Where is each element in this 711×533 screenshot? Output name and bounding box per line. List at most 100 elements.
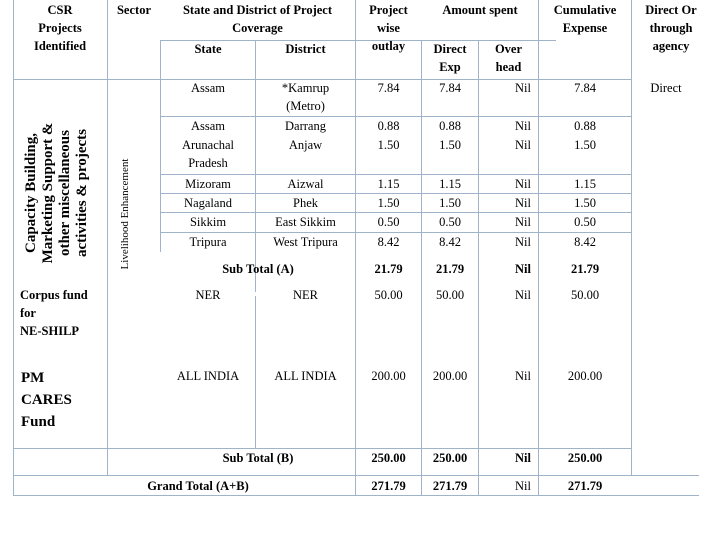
pm-cares-overhead: Nil (515, 369, 531, 383)
grid-line (13, 79, 631, 80)
row-cumulative: 1.15 (574, 177, 596, 191)
subtotal-a-outlay: 21.79 (374, 262, 403, 276)
grid-line (355, 0, 356, 495)
row-outlay: 1.50 (377, 196, 400, 210)
row-state: Sikkim (189, 215, 227, 229)
header-amount-spent: Amount spent (442, 3, 518, 17)
row-cumulative: 0.50 (574, 215, 596, 229)
row-state: Mizoram (185, 177, 231, 191)
row-cumulative: 1.50 (574, 196, 596, 210)
pm-cares-state: ALL INDIA (176, 369, 240, 383)
grand-total-outlay: 271.79 (371, 479, 406, 493)
row-district: West Tripura (273, 235, 338, 249)
header-direct-or-agency: Direct Or through agency (645, 3, 697, 53)
row-outlay: 7.84 (377, 81, 400, 95)
row-direct-exp: 8.42 (439, 235, 461, 249)
header-coverage: State and District of Project Coverage (182, 3, 333, 35)
grid-line (160, 232, 631, 233)
header-sector: Sector (116, 3, 151, 17)
grid-line (160, 193, 631, 194)
grid-line (13, 475, 699, 476)
row-overhead: Nil (515, 81, 531, 95)
row-outlay: 8.42 (377, 235, 400, 249)
header-direct-exp: Direct Exp (433, 42, 467, 74)
grid-line (160, 40, 161, 252)
row-district: Phek (293, 196, 318, 210)
row-agency: Direct (650, 81, 682, 95)
grid-line (255, 40, 256, 292)
row-state: Tripura (189, 235, 227, 249)
row-cumulative: 7.84 (574, 81, 596, 95)
row-overhead: Nil (515, 215, 531, 229)
header-outlay: Project wise outlay (369, 3, 408, 53)
row-state: Assam (190, 81, 226, 95)
corpus-fund-label: Corpus fund for NE-SHILP (20, 288, 88, 338)
grid-line (421, 40, 422, 495)
row-cumulative: 0.88 (574, 119, 596, 133)
row-overhead: Nil (515, 119, 531, 133)
subtotal-b-overhead: Nil (515, 451, 531, 465)
row-cumulative: 8.42 (574, 235, 596, 249)
row-direct-exp: 0.50 (439, 215, 461, 229)
row-outlay: 0.88 (377, 119, 400, 133)
header-district: District (285, 42, 326, 56)
grid-line (107, 0, 108, 475)
subtotal-b-label: Sub Total (B) (222, 451, 294, 465)
corpus-state: NER (195, 288, 221, 302)
row-outlay: 0.50 (377, 215, 400, 229)
row-direct-exp: 1.15 (439, 177, 461, 191)
corpus-district: NER (293, 288, 318, 302)
row-district: Darrang (285, 119, 326, 133)
grid-line (160, 212, 631, 213)
subtotal-a-direct: 21.79 (435, 262, 465, 276)
grid-line (255, 296, 256, 448)
corpus-cumulative: 50.00 (570, 288, 600, 302)
grid-line (421, 40, 538, 41)
grand-total-direct: 271.79 (432, 479, 468, 493)
project-category-label: Capacity Building, Marketing Support & o… (23, 122, 90, 264)
header-state: State (194, 42, 222, 56)
row-overhead: Nil (515, 196, 531, 210)
row-state: Arunachal Pradesh (181, 138, 235, 170)
row-overhead: Nil (515, 235, 531, 249)
row-cumulative: 1.50 (574, 138, 596, 152)
subtotal-a-cumulative: 21.79 (570, 262, 600, 276)
row-overhead: Nil (515, 138, 531, 152)
header-csr-projects: CSR Projects Identified (33, 3, 87, 53)
row-direct-exp: 7.84 (439, 81, 461, 95)
grid-line (538, 0, 539, 495)
row-district: East Sikkim (275, 215, 336, 229)
grid-line (160, 116, 631, 117)
row-outlay: 1.50 (377, 138, 400, 152)
corpus-outlay: 50.00 (374, 288, 403, 302)
row-outlay: 1.15 (377, 177, 400, 191)
row-direct-exp: 1.50 (439, 196, 461, 210)
grid-line (160, 40, 556, 41)
row-district: *Kamrup (Metro) (281, 81, 330, 113)
subtotal-a-label: Sub Total (A) (222, 262, 294, 276)
sector-label: Livelihood Enhancement (119, 158, 131, 270)
pm-cares-direct: 200.00 (432, 369, 468, 383)
subtotal-b-direct: 250.00 (432, 451, 468, 465)
grid-line (13, 495, 699, 496)
pm-cares-cumulative: 200.00 (567, 369, 603, 383)
corpus-direct: 50.00 (435, 288, 465, 302)
row-district: Aizwal (287, 177, 324, 191)
grid-line (13, 0, 14, 495)
grand-total-cumulative: 271.79 (567, 479, 603, 493)
subtotal-b-cumulative: 250.00 (567, 451, 603, 465)
row-overhead: Nil (515, 177, 531, 191)
row-direct-exp: 0.88 (439, 119, 461, 133)
pm-cares-outlay: 200.00 (371, 369, 406, 383)
subtotal-a-overhead: Nil (515, 262, 531, 276)
grid-line (631, 0, 632, 475)
corpus-overhead: Nil (515, 288, 531, 302)
row-district: Anjaw (288, 138, 323, 152)
pm-cares-district: ALL INDIA (274, 369, 337, 383)
header-cumulative: Cumulative Expense (553, 3, 617, 35)
grand-total-overhead: Nil (515, 479, 531, 493)
grand-total-label: Grand Total (A+B) (147, 479, 249, 493)
header-overhead: Over head (494, 42, 523, 74)
subtotal-b-outlay: 250.00 (371, 451, 406, 465)
